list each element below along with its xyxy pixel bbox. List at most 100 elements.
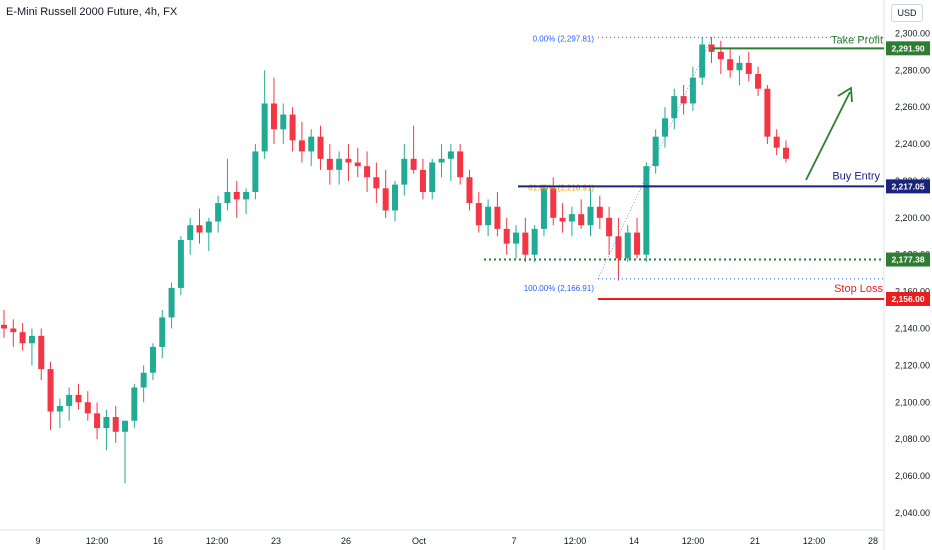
candle-body [261, 103, 268, 152]
y-tick-label: 2,200.00 [895, 213, 930, 223]
candle-body [438, 158, 445, 163]
candle-body [429, 162, 436, 192]
x-tick-label: 12:00 [564, 536, 587, 546]
candle-body [466, 177, 473, 204]
candle-body [401, 158, 408, 185]
y-tick-label: 2,140.00 [895, 323, 930, 333]
x-tick-label: 7 [511, 536, 516, 546]
candle-body [38, 335, 45, 370]
candle-body [494, 206, 501, 229]
take-profit-label: Take Profit [831, 34, 883, 46]
candle-body [708, 44, 715, 52]
candle-body [615, 236, 622, 259]
candle-body [215, 203, 222, 222]
candle-body [336, 158, 343, 170]
candle-body [252, 151, 259, 192]
candle-body [112, 417, 119, 432]
candle-body [717, 51, 724, 60]
level-price-tag [886, 41, 930, 56]
candle-body [503, 228, 510, 244]
candle-body [270, 103, 277, 130]
candle-body [224, 192, 231, 204]
candle-body [755, 73, 762, 89]
candle-body [699, 44, 706, 78]
candle-body [94, 413, 101, 429]
x-tick-label: Oct [412, 536, 427, 546]
candle-body [103, 417, 110, 429]
candle-body [373, 177, 380, 189]
level-price-tag [886, 179, 930, 194]
candle-body [764, 88, 771, 137]
candle-body [149, 346, 156, 373]
candle-body [187, 225, 194, 240]
candle-body [10, 328, 17, 333]
y-tick-label: 2,160.00 [895, 287, 930, 297]
x-tick-label: 9 [35, 536, 40, 546]
candle-body [531, 228, 538, 255]
level-price-tag [886, 252, 930, 267]
candle-body [550, 188, 557, 218]
y-tick-label: 2,040.00 [895, 508, 930, 518]
arrow-head-icon [837, 86, 853, 103]
candle-body [140, 372, 147, 388]
symbol-title: E-Mini Russell 2000 Future, 4h, FX [6, 6, 178, 18]
x-tick-label: 12:00 [803, 536, 826, 546]
stop-loss-label: Stop Loss [834, 283, 883, 295]
x-tick-label: 21 [750, 536, 760, 546]
candle-body [243, 192, 250, 200]
candle-body [457, 151, 464, 178]
x-tick-label: 12:00 [682, 536, 705, 546]
candle-body [354, 162, 361, 167]
candle-body [773, 136, 780, 148]
fib-label-618: 61.80% (2,216.91) [528, 184, 594, 193]
level-price-text: 2,177.38 [891, 255, 924, 265]
candle-body [19, 332, 26, 344]
candle-body [392, 184, 398, 211]
level-price-text: 2,217.05 [891, 181, 924, 191]
candle-body [233, 192, 240, 200]
candle-body [680, 96, 687, 104]
y-tick-label: 2,260.00 [895, 102, 930, 112]
candle-body [736, 62, 743, 71]
y-tick-label: 2,060.00 [895, 471, 930, 481]
y-tick-label: 2,240.00 [895, 139, 930, 149]
y-tick-label: 2,120.00 [895, 360, 930, 370]
candle-body [196, 225, 203, 233]
y-tick-label: 2,280.00 [895, 65, 930, 75]
buy-entry-label: Buy Entry [832, 170, 880, 182]
candle-body [131, 387, 138, 421]
candle-body [578, 214, 585, 226]
level-price-tag [886, 291, 930, 306]
candle-body [447, 151, 454, 159]
x-tick-label: 14 [629, 536, 639, 546]
candle-body [410, 158, 417, 170]
candle-body [28, 335, 35, 344]
fib-label-100: 100.00% (2,166.91) [524, 284, 595, 293]
candle-body [1, 324, 7, 329]
candle-body [308, 136, 315, 152]
candle-body [84, 402, 91, 414]
candle-body [289, 114, 296, 141]
candle-body [745, 62, 752, 74]
candle-body [559, 217, 566, 222]
x-tick-label: 23 [271, 536, 281, 546]
candle-body [540, 188, 547, 229]
candle-body [475, 203, 482, 226]
level-price-text: 2,291.90 [891, 43, 924, 53]
candle-body [671, 96, 678, 119]
x-tick-label: 12:00 [86, 536, 109, 546]
candle-body [727, 59, 734, 71]
candle-body [122, 420, 129, 432]
candle-body [345, 158, 352, 163]
fib-label-0: 0.00% (2,297.81) [533, 34, 595, 43]
candle-body [56, 405, 63, 412]
currency-button[interactable]: USD [891, 4, 923, 22]
x-tick-label: 28 [868, 536, 878, 546]
y-tick-label: 2,080.00 [895, 434, 930, 444]
projection-arrow [805, 91, 851, 181]
y-tick-label: 2,100.00 [895, 397, 930, 407]
x-tick-label: 16 [153, 536, 163, 546]
candle-body [689, 77, 696, 104]
